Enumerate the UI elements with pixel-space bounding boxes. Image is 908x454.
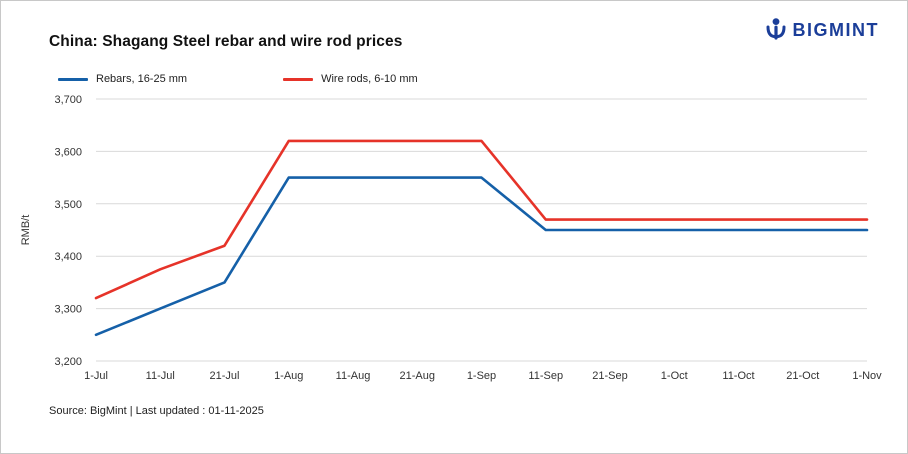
legend-swatch-rebars (58, 77, 88, 81)
x-tick-label: 11-Oct (722, 370, 754, 382)
page-title: China: Shagang Steel rebar and wire rod … (49, 33, 403, 50)
legend-label-wire-rods: Wire rods, 6-10 mm (321, 73, 418, 85)
y-axis-title: RMB/t (20, 215, 32, 246)
bigmint-logo: BIGMINT (765, 17, 880, 43)
chart-page: China: Shagang Steel rebar and wire rod … (1, 1, 907, 417)
x-tick-label: 11-Aug (336, 370, 371, 382)
line-chart: 3,200 3,300 3,400 3,500 3,600 3,700 1-Jul 11-Ju… (20, 94, 882, 382)
series-line-0 (94, 176, 869, 337)
y-tick-label: 3,600 (54, 146, 82, 158)
legend-item-rebars: Rebars, 16-25 mm (58, 73, 187, 85)
x-tick-label: 21-Sep (592, 370, 627, 382)
x-tick-label: 1-Nov (852, 370, 882, 382)
bigmint-logo-text: BIGMINT (792, 19, 879, 40)
y-tick-label: 3,700 (54, 94, 82, 106)
x-tick-label: 11-Sep (528, 370, 563, 382)
y-tick-label: 3,500 (54, 199, 82, 211)
chart-legend: Rebars, 16-25 mm Wire rods, 6-10 mm (58, 73, 907, 85)
x-tick-label: 21-Aug (400, 370, 435, 382)
x-tick-label: 21-Oct (786, 370, 819, 382)
legend-item-wire-rods: Wire rods, 6-10 mm (283, 73, 418, 85)
x-tick-label: 11-Jul (146, 370, 175, 382)
legend-swatch-wire-rods (283, 77, 314, 81)
source-note: Source: BigMint | Last updated : 01-11-2… (49, 405, 264, 417)
y-tick-label: 3,300 (54, 304, 82, 316)
bigmint-logo-icon (766, 18, 785, 40)
x-tick-label: 1-Aug (274, 370, 303, 382)
x-tick-label: 1-Sep (467, 370, 496, 382)
y-tick-label: 3,200 (54, 356, 82, 368)
y-tick-label: 3,400 (54, 251, 82, 263)
x-tick-label: 1-Oct (661, 370, 688, 382)
series-line-1 (94, 139, 869, 300)
header: China: Shagang Steel rebar and wire rod … (1, 1, 907, 51)
x-tick-label: 1-Jul (84, 370, 108, 382)
legend-label-rebars: Rebars, 16-25 mm (96, 73, 188, 85)
x-tick-label: 21-Jul (210, 370, 240, 382)
